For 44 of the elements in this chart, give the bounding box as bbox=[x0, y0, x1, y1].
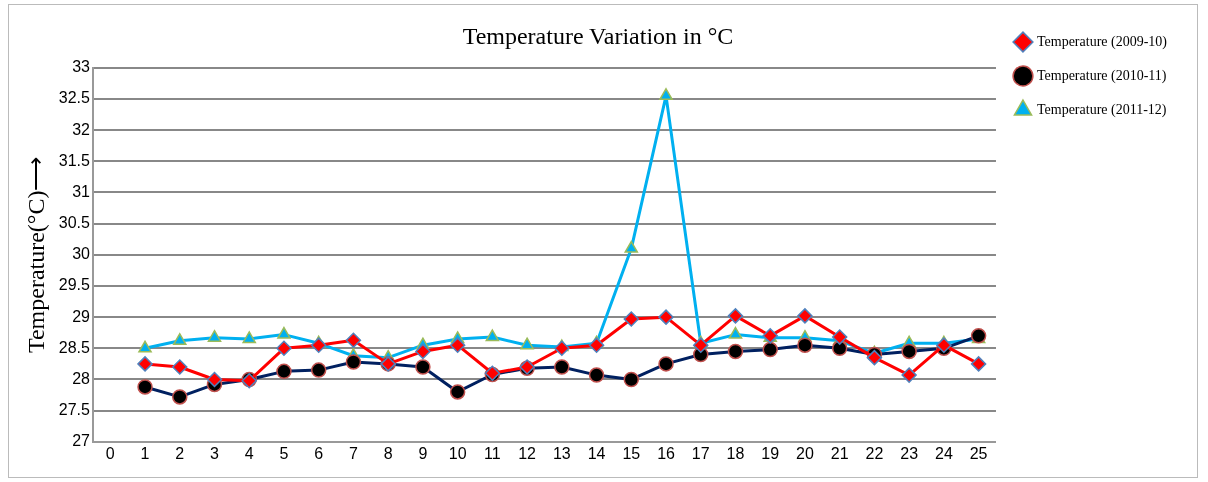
x-tick-label: 18 bbox=[726, 444, 745, 462]
y-tick-label: 29 bbox=[72, 307, 91, 325]
x-tick-label: 4 bbox=[244, 444, 254, 462]
x-tick-label: 0 bbox=[105, 444, 115, 462]
y-tick-label: 33 bbox=[72, 58, 91, 76]
y-tick-label: 28 bbox=[72, 369, 91, 387]
y-tick-label: 31.5 bbox=[58, 151, 91, 169]
legend-label: Temperature (2009-10) bbox=[1036, 33, 1168, 50]
x-tick-label: 7 bbox=[348, 444, 358, 462]
x-tick-label: 14 bbox=[587, 444, 606, 462]
y-tick-label: 32.5 bbox=[58, 89, 91, 107]
x-tick-label: 10 bbox=[448, 444, 467, 462]
x-tick-label: 13 bbox=[552, 444, 571, 462]
x-tick-label: 20 bbox=[796, 444, 814, 462]
x-tick-label: 16 bbox=[657, 444, 676, 462]
x-tick-label: 8 bbox=[383, 444, 393, 462]
y-tick-label: 32 bbox=[72, 120, 91, 138]
y-axis-title: Temperature(°C)⟶ bbox=[22, 156, 49, 354]
y-tick-label: 31 bbox=[72, 182, 91, 200]
x-tick-label: 9 bbox=[418, 444, 428, 462]
y-tick-label: 27.5 bbox=[58, 401, 91, 419]
y-tick-label: 29.5 bbox=[58, 276, 91, 294]
x-tick-label: 3 bbox=[210, 444, 220, 462]
x-tick-label: 5 bbox=[279, 444, 289, 462]
x-tick-label: 23 bbox=[900, 444, 919, 462]
x-tick-label: 25 bbox=[969, 444, 988, 462]
x-tick-label: 15 bbox=[622, 444, 641, 462]
y-tick-label: 28.5 bbox=[58, 338, 91, 356]
y-tick-label: 30 bbox=[72, 245, 91, 263]
y-tick-label: 27 bbox=[72, 432, 91, 450]
x-tick-label: 19 bbox=[761, 444, 780, 462]
legend-label: Temperature (2011-12) bbox=[1036, 101, 1167, 118]
x-tick-label: 11 bbox=[484, 444, 501, 462]
x-tick-label: 12 bbox=[518, 444, 537, 462]
y-tick-label: 30.5 bbox=[58, 214, 91, 232]
x-tick-label: 6 bbox=[314, 444, 324, 462]
x-tick-label: 1 bbox=[140, 444, 150, 462]
x-tick-label: 24 bbox=[934, 444, 953, 462]
x-tick-label: 21 bbox=[830, 444, 849, 462]
x-tick-label: 2 bbox=[175, 444, 185, 462]
chart-title: Temperature Variation in °C bbox=[462, 22, 734, 49]
x-tick-label: 22 bbox=[865, 444, 884, 462]
x-tick-label: 17 bbox=[691, 444, 710, 462]
legend-label: Temperature (2010-11) bbox=[1036, 67, 1167, 84]
